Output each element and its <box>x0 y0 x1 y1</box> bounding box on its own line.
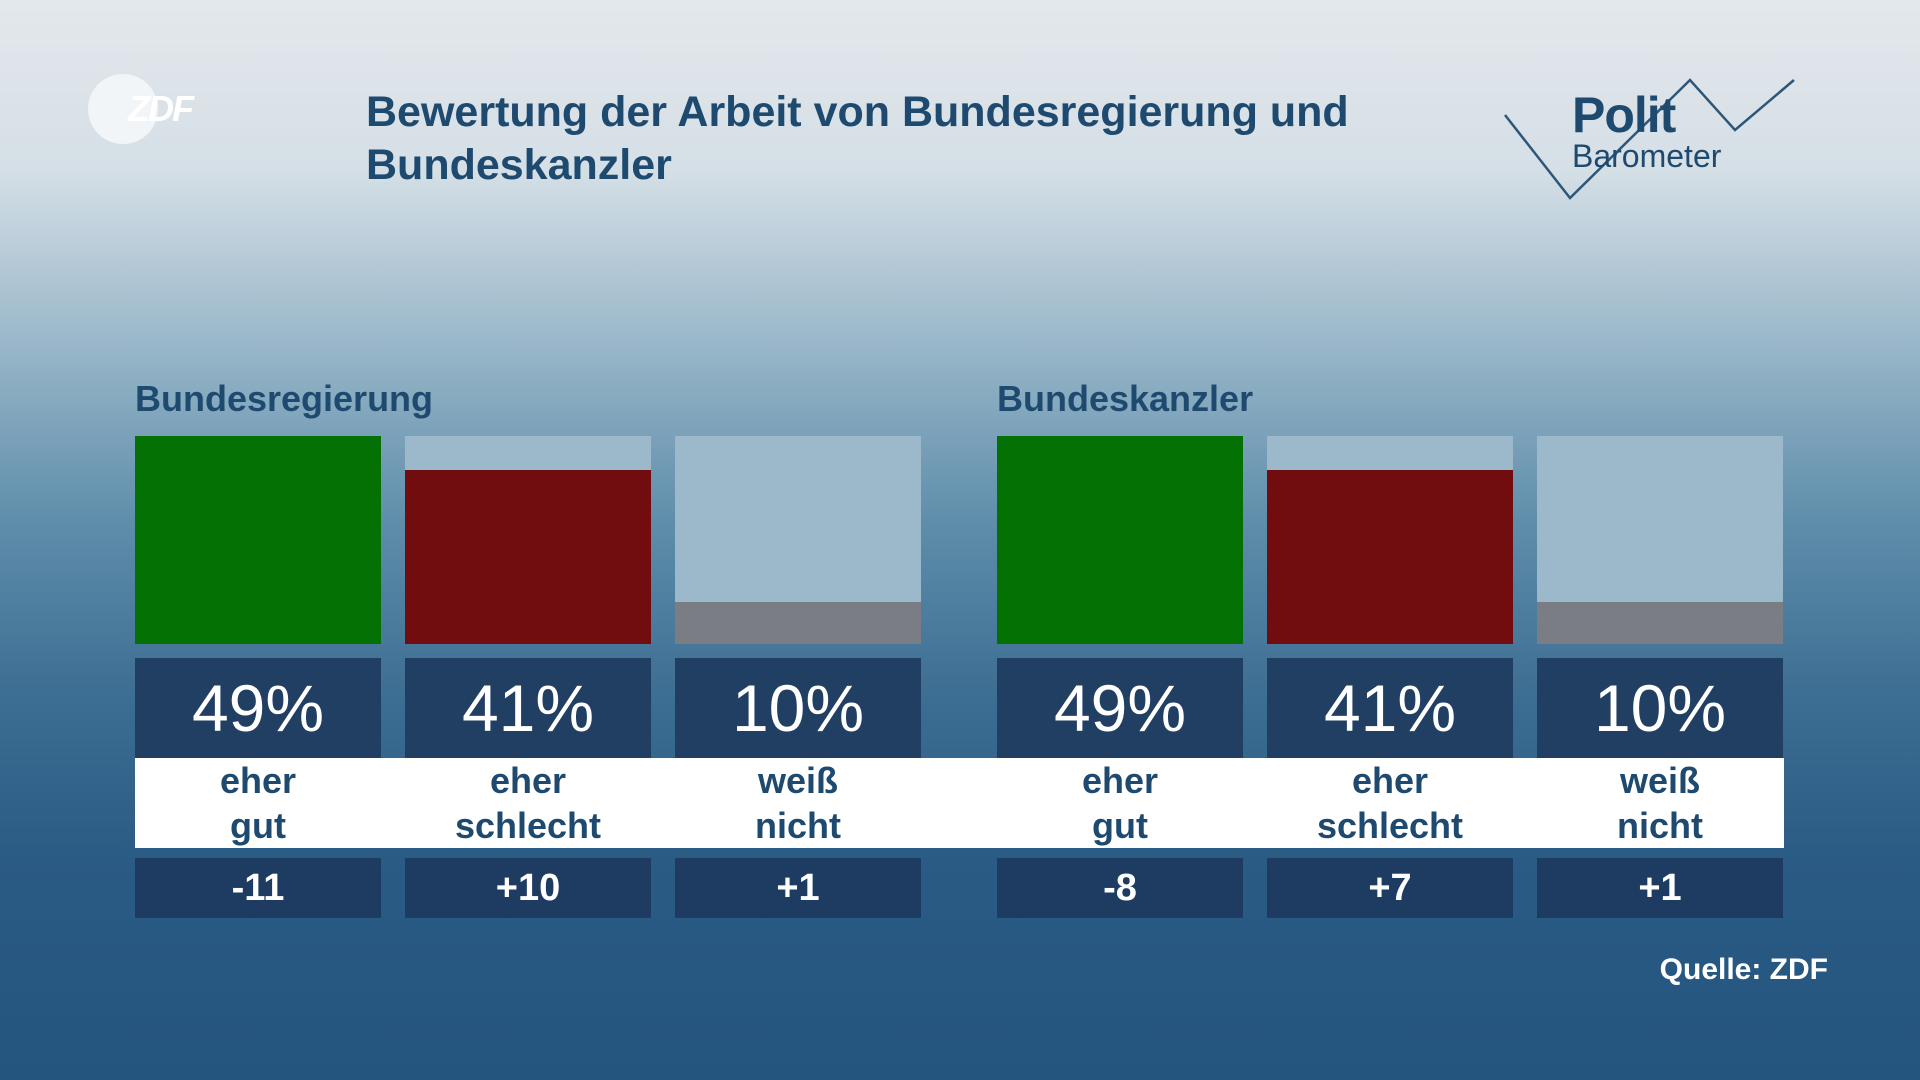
politbarometer-zigzag-icon <box>1504 78 1795 200</box>
category-label-line: weiß <box>1619 760 1700 801</box>
zdf-logo-text: ZDF <box>128 88 194 129</box>
category-label: eher gut <box>997 758 1243 848</box>
bar-value-label: 49% <box>135 658 381 758</box>
category-label-line: eher <box>489 760 567 801</box>
bar-background <box>1537 436 1783 644</box>
category-label-line: eher <box>1081 760 1159 801</box>
category-label-line: eher <box>219 760 297 801</box>
bar-background <box>135 436 381 644</box>
bar <box>675 602 921 644</box>
bar-background <box>997 436 1243 644</box>
bar <box>1267 470 1513 644</box>
category-label: weiß nicht <box>675 758 921 848</box>
category-label: eher gut <box>135 758 381 848</box>
bar <box>135 436 381 644</box>
category-label-line: eher <box>1351 760 1429 801</box>
bar-value-label: 41% <box>405 658 651 758</box>
category-label-strip-right <box>922 758 1784 848</box>
bar-background <box>405 436 651 644</box>
change-label: +7 <box>1267 858 1513 918</box>
category-label-line: schlecht <box>454 805 602 846</box>
change-label: +10 <box>405 858 651 918</box>
chart-group-title: Bundesregierung <box>135 378 434 419</box>
bar <box>405 470 651 644</box>
zdf-logo-circle <box>88 74 158 144</box>
bar-value-label: 10% <box>1537 658 1783 758</box>
category-label-line: weiß <box>757 760 838 801</box>
change-label: -11 <box>135 858 381 918</box>
category-label-strip-left <box>135 758 922 848</box>
category-label: weiß nicht <box>1537 758 1783 848</box>
category-label: eher schlecht <box>1267 758 1513 848</box>
zdf-logo: ZDF <box>88 74 218 144</box>
source-note: Quelle: ZDF <box>1659 953 1828 986</box>
bar-value-label: 41% <box>1267 658 1513 758</box>
category-label-line: nicht <box>1617 805 1703 846</box>
change-label: +1 <box>1537 858 1783 918</box>
category-label: eher schlecht <box>405 758 651 848</box>
politbarometer-barometer-text: Barometer <box>1572 138 1722 174</box>
bar-background <box>675 436 921 644</box>
change-label: +1 <box>675 858 921 918</box>
bar <box>1537 602 1783 644</box>
politbarometer-logo: Polit Barometer <box>1500 70 1800 210</box>
chart-title: Bewertung der Arbeit von Bundesregierung… <box>366 88 1349 189</box>
bar-background <box>1267 436 1513 644</box>
category-label-line: nicht <box>755 805 841 846</box>
bar-value-label: 49% <box>997 658 1243 758</box>
politbarometer-polit-text: Polit <box>1572 87 1676 143</box>
bar-value-label: 10% <box>675 658 921 758</box>
category-label-line: gut <box>1092 805 1148 846</box>
bar <box>997 436 1243 644</box>
chart-group-title: Bundeskanzler <box>997 378 1254 419</box>
category-label-line: schlecht <box>1316 805 1464 846</box>
change-label: -8 <box>997 858 1243 918</box>
category-label-line: gut <box>230 805 286 846</box>
